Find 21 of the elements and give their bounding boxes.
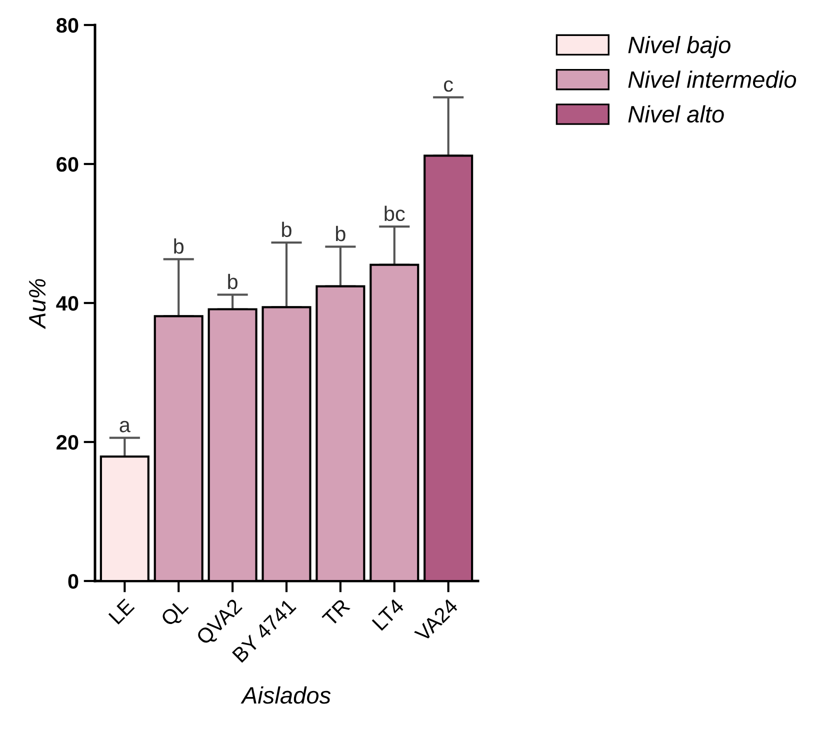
y-tick-label: 80 [56,18,78,33]
annotation: c [444,80,453,92]
annotation: b [336,226,346,242]
y-axis-title: Au% [29,279,46,330]
x-tick-label: LT4 [372,598,405,631]
x-tick-label: QL [160,598,192,630]
annotation: b [228,274,238,290]
legend-label: Nivel bajo [628,36,730,58]
legend-label: Nivel intermedio [628,70,796,88]
annotation: a [120,420,130,432]
annotation: bc [384,206,405,222]
y-tick-label: 60 [56,157,78,172]
y-tick-label: 20 [56,435,78,450]
x-tick-label: TR [322,598,350,627]
legend-label: Nivel alto [628,105,724,123]
x-axis-title: Aislados [240,686,331,704]
annotation: b [174,238,184,254]
x-tick-label: LE [108,598,135,624]
y-tick-label: 0 [68,574,78,589]
y-tick-label: 40 [56,296,78,311]
annotation: b [282,222,292,238]
